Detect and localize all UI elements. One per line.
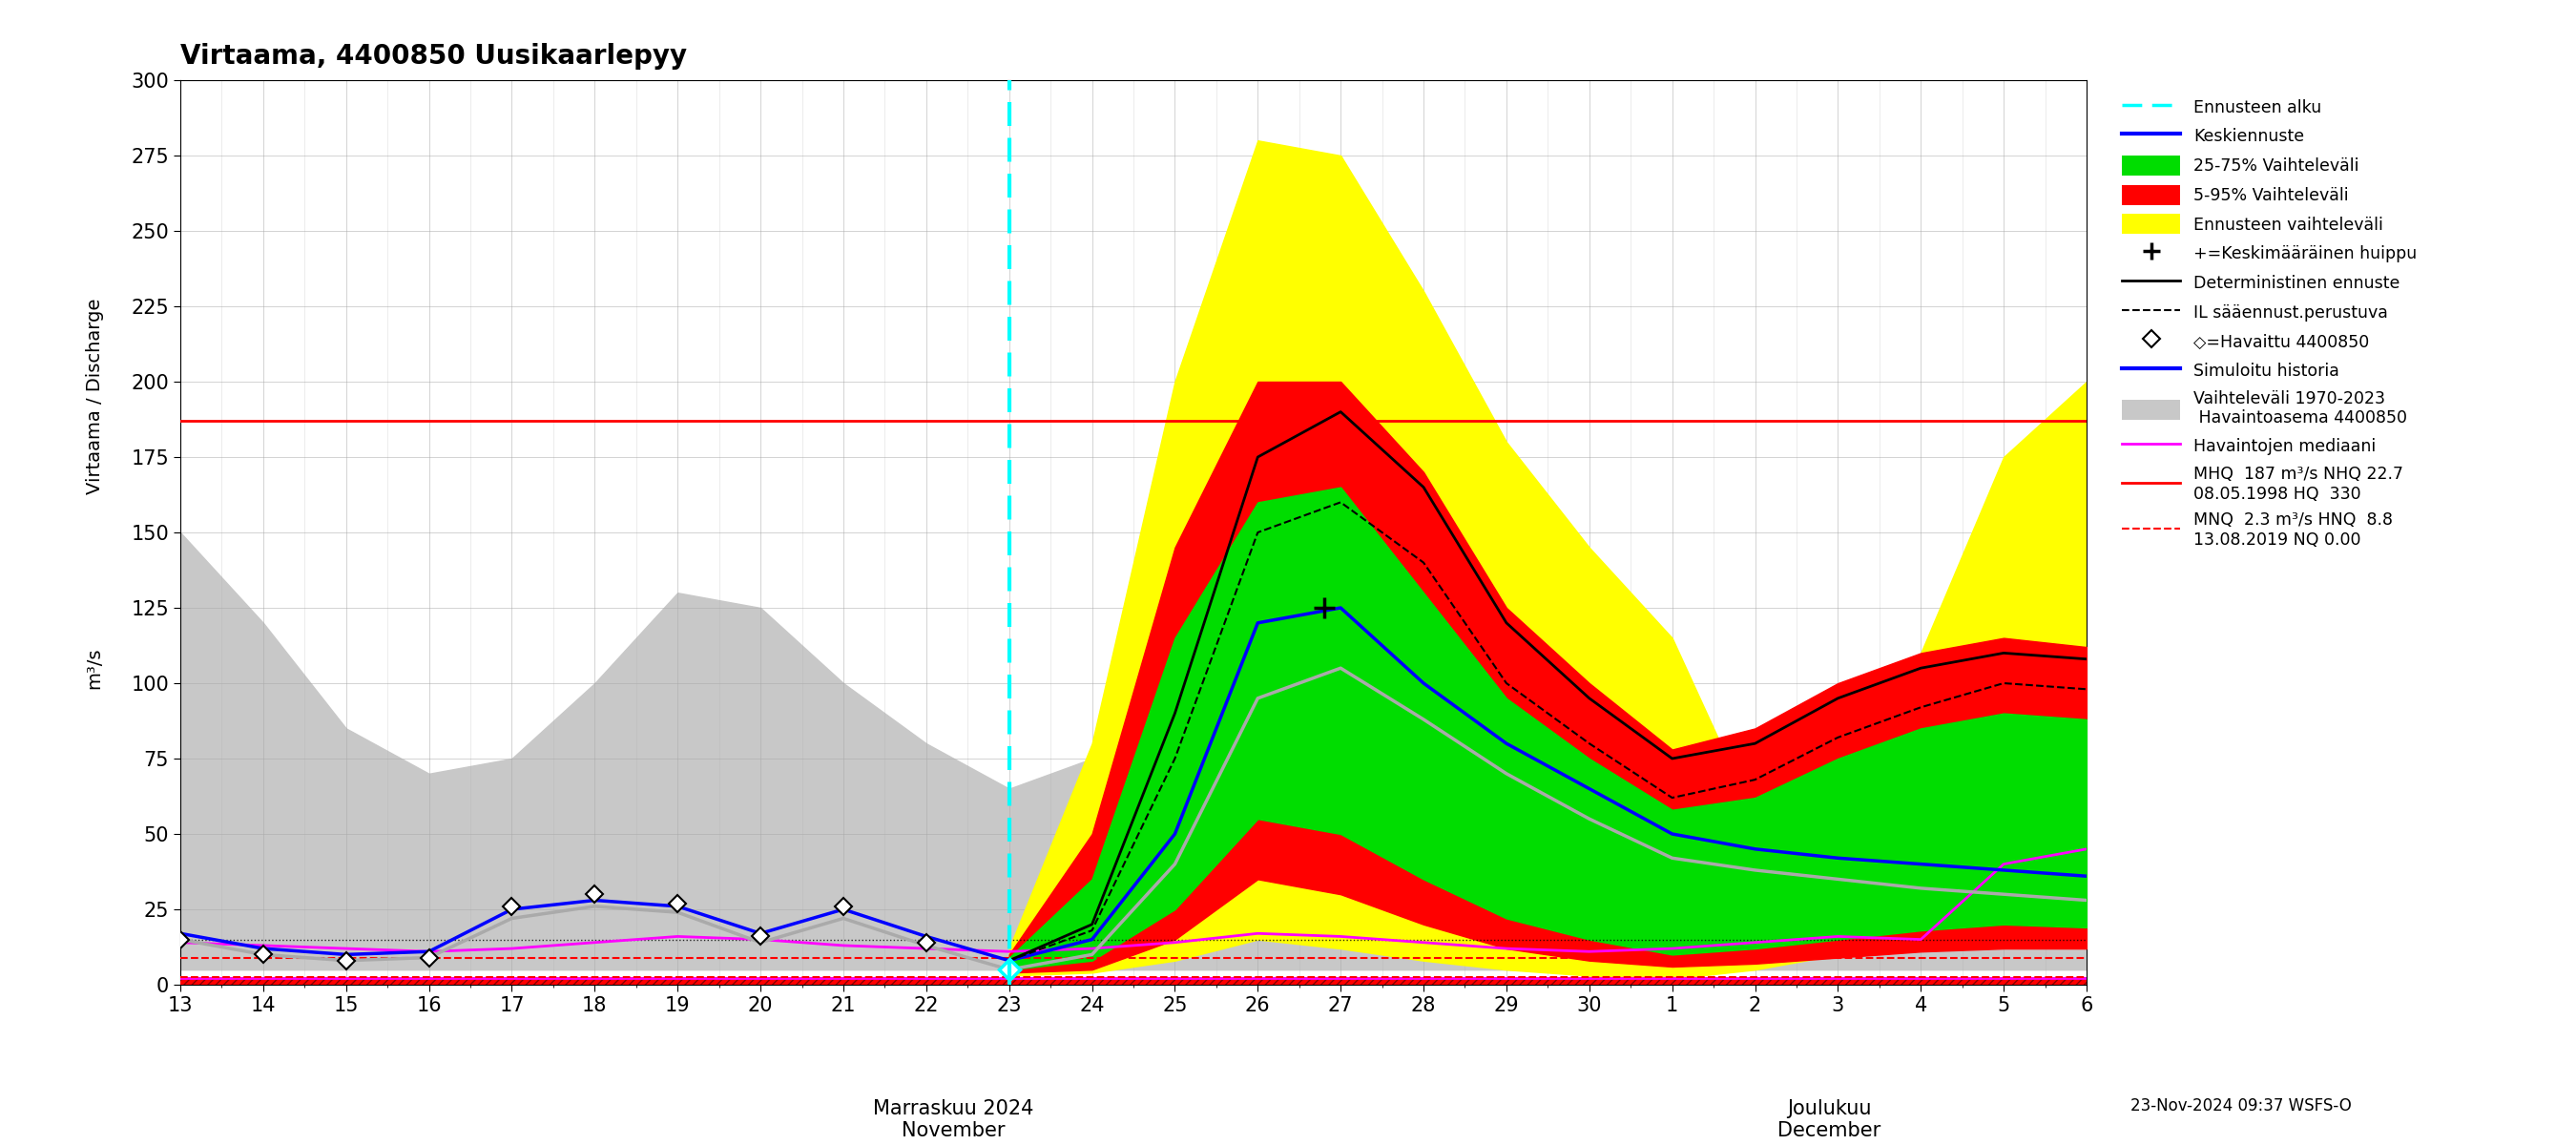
Text: Virtaama / Discharge: Virtaama / Discharge bbox=[85, 299, 103, 495]
Text: 23-Nov-2024 09:37 WSFS-O: 23-Nov-2024 09:37 WSFS-O bbox=[2130, 1097, 2352, 1114]
Text: Virtaama, 4400850 Uusikaarlepyy: Virtaama, 4400850 Uusikaarlepyy bbox=[180, 44, 688, 70]
Text: Marraskuu 2024
November: Marraskuu 2024 November bbox=[873, 1099, 1033, 1140]
Text: Joulukuu
December: Joulukuu December bbox=[1777, 1099, 1880, 1140]
Text: m³/s: m³/s bbox=[85, 647, 103, 689]
Legend: Ennusteen alku, Keskiennuste, 25-75% Vaihteleväli, 5-95% Vaihteleväli, Ennusteen: Ennusteen alku, Keskiennuste, 25-75% Vai… bbox=[2115, 88, 2424, 556]
